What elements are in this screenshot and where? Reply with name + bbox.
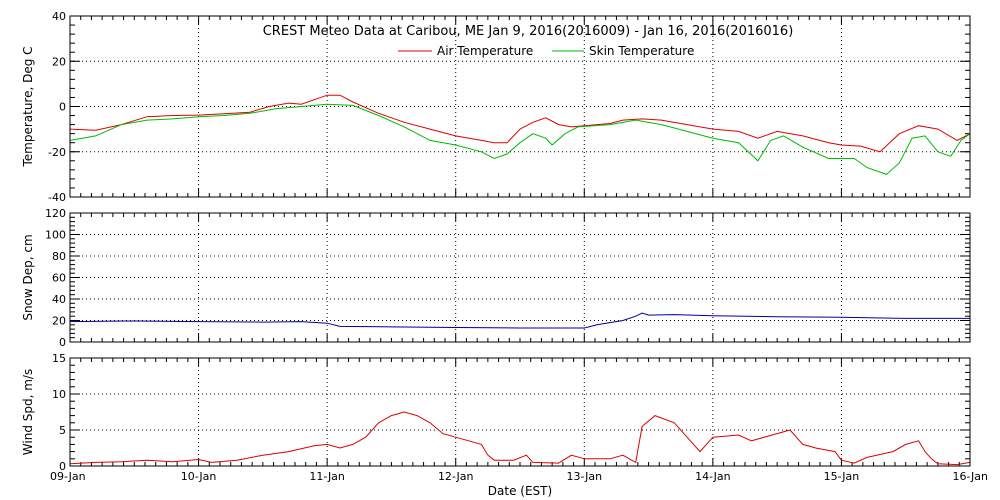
y-tick-label: 40 <box>52 293 66 306</box>
y-tick-label: 15 <box>52 352 66 365</box>
snow-depth-series-0-line <box>69 312 970 329</box>
snow-depth-y-axis-label: Snow Dep, cm <box>21 234 35 320</box>
y-tick-label: 100 <box>45 229 66 242</box>
wind-speed-y-axis-label: Wind Spd, m/s <box>21 369 35 455</box>
snow-depth-panel: 0 20 40 60 80 100 120 Snow Dep, cm <box>21 207 971 349</box>
y-tick-label: 0 <box>59 460 66 473</box>
y-tick-label: 80 <box>52 250 66 263</box>
x-tick-label: 15-Jan <box>824 470 860 483</box>
x-axis-label: Date (EST) <box>488 484 552 498</box>
temperature-frame <box>69 15 971 198</box>
y-tick-label: 20 <box>52 315 66 328</box>
y-tick-label: 120 <box>45 207 66 220</box>
legend-label-air: Air Temperature <box>437 44 533 58</box>
wind-speed-series-0-line <box>69 411 971 466</box>
y-tick-label: 0 <box>59 336 66 349</box>
temperature-series-1-line <box>69 103 971 175</box>
y-tick-label: 0 <box>59 101 66 114</box>
x-tick-label: 14-Jan <box>695 470 731 483</box>
temperature-series-0-line <box>69 94 971 153</box>
chart-panels: -40 -20 0 20 40 Temperature, Deg C 0 20 40 60 80 10… <box>21 10 988 483</box>
y-tick-label: 10 <box>52 388 66 401</box>
chart-title: CREST Meteo Data at Caribou, ME Jan 9, 2… <box>263 24 794 39</box>
temperature-panel: -40 -20 0 20 40 Temperature, Deg C <box>21 10 971 204</box>
y-tick-label: 60 <box>52 272 66 285</box>
legend-label-skin: Skin Temperature <box>589 44 694 58</box>
x-tick-label: 11-Jan <box>309 470 345 483</box>
wind-speed-panel: 0 5 10 15 Wind Spd, m/s <box>21 352 971 473</box>
x-tick-label: 10-Jan <box>181 470 217 483</box>
y-tick-label: 40 <box>52 10 66 23</box>
x-tick-label: 09-Jan <box>50 470 86 483</box>
y-tick-label: -20 <box>48 146 66 159</box>
y-tick-label: 5 <box>59 424 66 437</box>
legend: Air Temperature Skin Temperature <box>398 44 694 58</box>
temperature-y-axis-label: Temperature, Deg C <box>21 46 35 167</box>
x-tick-label: 16-Jan <box>952 470 988 483</box>
x-tick-label: 12-Jan <box>438 470 474 483</box>
y-tick-label: 20 <box>52 55 66 68</box>
snow-depth-frame <box>69 212 971 343</box>
y-tick-label: -40 <box>48 191 66 204</box>
x-tick-label: 13-Jan <box>567 470 603 483</box>
wind-speed-frame <box>69 357 971 467</box>
